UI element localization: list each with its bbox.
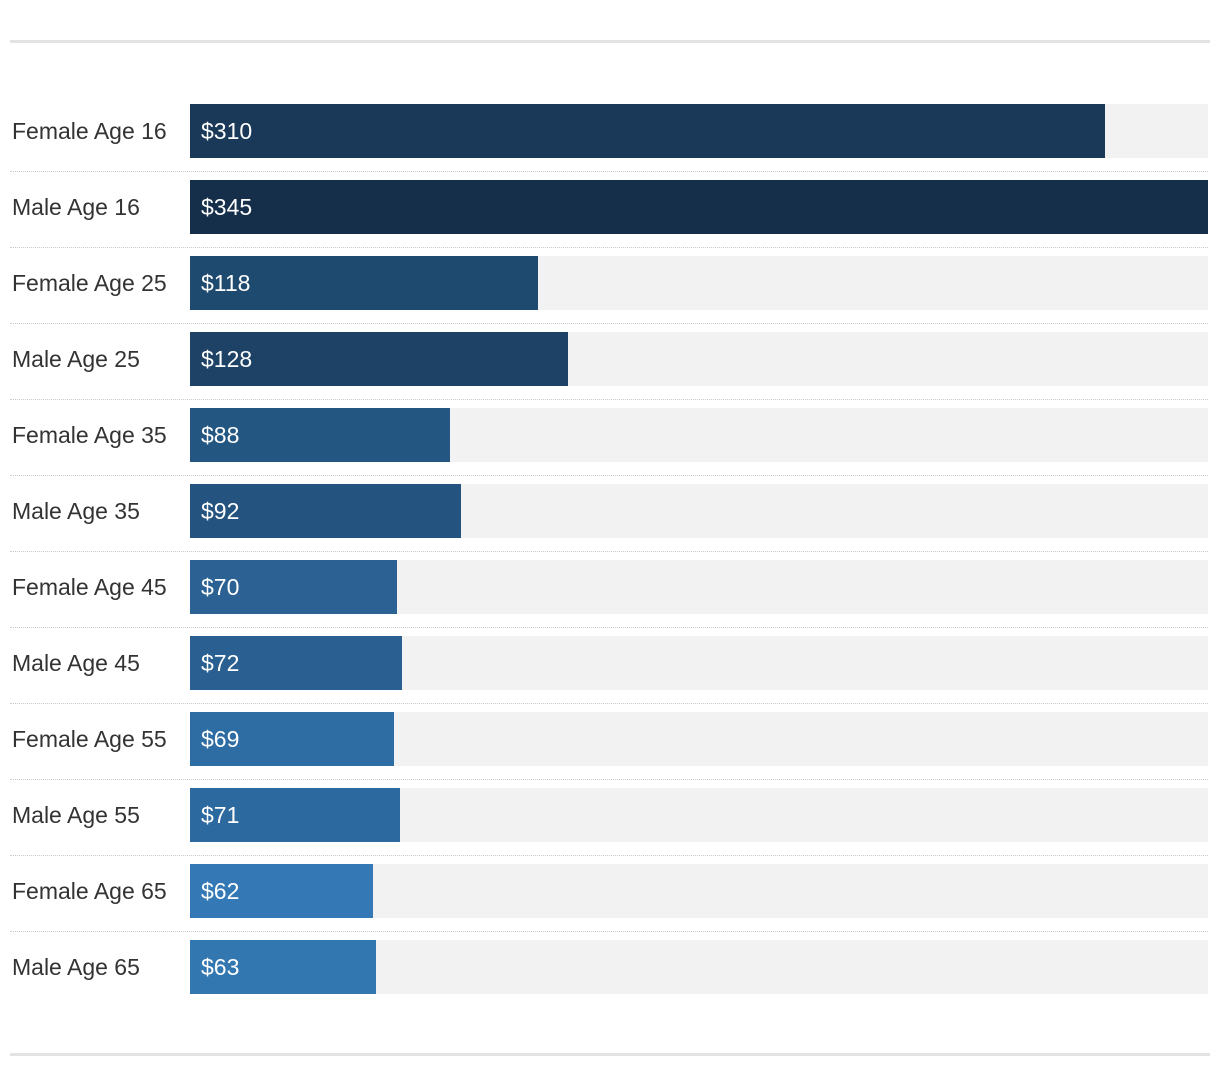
chart-row: Male Age 25 $128 xyxy=(10,324,1208,400)
bar-value-label: $92 xyxy=(201,498,240,524)
bar-value-label: $62 xyxy=(201,878,240,904)
bar-chart: Female Age 16 $310 Male Age 16 $345 Female A… xyxy=(10,96,1208,1008)
bar-value-label: $69 xyxy=(201,726,240,752)
bar: $62 xyxy=(190,864,373,918)
bar-value-label: $72 xyxy=(201,650,240,676)
bar: $88 xyxy=(190,408,450,462)
category-label: Male Age 65 xyxy=(12,954,140,980)
bar: $118 xyxy=(190,256,538,310)
bar: $128 xyxy=(190,332,568,386)
bar-value-label: $118 xyxy=(201,270,251,296)
bar: $92 xyxy=(190,484,461,538)
bar-track: $345 xyxy=(190,180,1208,234)
category-label: Male Age 45 xyxy=(12,650,140,676)
bar-track: $71 xyxy=(190,788,1208,842)
chart-row: Male Age 45 $72 xyxy=(10,628,1208,704)
bar-value-label: $128 xyxy=(201,346,253,372)
bar-track: $88 xyxy=(190,408,1208,462)
category-label: Female Age 35 xyxy=(12,422,167,448)
bar-track: $70 xyxy=(190,560,1208,614)
bar-value-label: $63 xyxy=(201,954,240,980)
chart-row: Female Age 65 $62 xyxy=(10,856,1208,932)
bar-track: $118 xyxy=(190,256,1208,310)
category-label: Female Age 65 xyxy=(12,878,167,904)
chart-row: Male Age 16 $345 xyxy=(10,172,1208,248)
bar: $345 xyxy=(190,180,1208,234)
chart-row: Male Age 35 $92 xyxy=(10,476,1208,552)
bar: $71 xyxy=(190,788,400,842)
chart-row: Female Age 45 $70 xyxy=(10,552,1208,628)
chart-row: Female Age 25 $118 xyxy=(10,248,1208,324)
bar-value-label: $71 xyxy=(201,802,240,828)
bar-track: $310 xyxy=(190,104,1208,158)
bar: $72 xyxy=(190,636,402,690)
category-label: Female Age 55 xyxy=(12,726,167,752)
chart-row: Male Age 65 $63 xyxy=(10,932,1208,1008)
category-label: Female Age 45 xyxy=(12,574,167,600)
bar: $70 xyxy=(190,560,397,614)
category-label: Male Age 35 xyxy=(12,498,140,524)
bar-track: $72 xyxy=(190,636,1208,690)
bar-value-label: $88 xyxy=(201,422,240,448)
bar-value-label: $345 xyxy=(201,194,253,220)
bottom-divider xyxy=(10,1053,1210,1056)
category-label: Female Age 25 xyxy=(12,270,167,296)
bar-track: $69 xyxy=(190,712,1208,766)
bar-track: $62 xyxy=(190,864,1208,918)
bar: $69 xyxy=(190,712,394,766)
category-label: Male Age 55 xyxy=(12,802,140,828)
category-label: Male Age 25 xyxy=(12,346,140,372)
bar-value-label: $310 xyxy=(201,118,253,144)
bar: $310 xyxy=(190,104,1105,158)
bar-value-label: $70 xyxy=(201,574,240,600)
bar-track: $128 xyxy=(190,332,1208,386)
chart-row: Female Age 55 $69 xyxy=(10,704,1208,780)
chart-row: Female Age 35 $88 xyxy=(10,400,1208,476)
category-label: Female Age 16 xyxy=(12,118,167,144)
category-label: Male Age 16 xyxy=(12,194,140,220)
bar-track: $92 xyxy=(190,484,1208,538)
chart-row: Male Age 55 $71 xyxy=(10,780,1208,856)
bar-track: $63 xyxy=(190,940,1208,994)
chart-row: Female Age 16 $310 xyxy=(10,96,1208,172)
top-divider xyxy=(10,40,1210,43)
bar: $63 xyxy=(190,940,376,994)
